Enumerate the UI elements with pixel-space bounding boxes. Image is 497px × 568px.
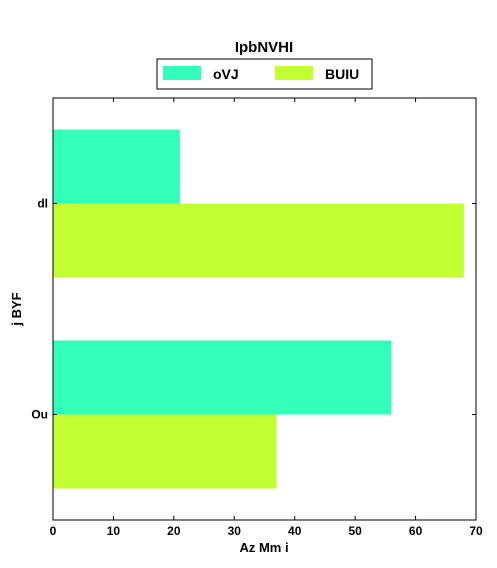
y-tick-label-ou: Ou bbox=[31, 408, 48, 422]
legend-label-ovj: oVJ bbox=[213, 66, 239, 82]
x-tick-label-70: 70 bbox=[469, 524, 483, 538]
legend-swatch-ovj bbox=[163, 66, 201, 80]
plot-frame bbox=[52, 97, 477, 521]
x-tick-label-60: 60 bbox=[409, 524, 423, 538]
bars-group bbox=[53, 129, 464, 489]
bar-buiu-ou bbox=[53, 414, 277, 489]
x-tick-label-20: 20 bbox=[167, 524, 181, 538]
x-tick-label-30: 30 bbox=[228, 524, 242, 538]
legend: oVJ BUIU bbox=[156, 58, 373, 90]
x-tick-label-0: 0 bbox=[50, 524, 57, 538]
x-tick-label-50: 50 bbox=[348, 524, 362, 538]
legend-swatch-buiu bbox=[275, 66, 313, 80]
chart-title: IpbNVHI bbox=[235, 39, 293, 56]
bar-ovj-ou bbox=[53, 340, 392, 415]
y-tick-label-dl: dl bbox=[37, 197, 48, 211]
x-axis-label: Az Mm i bbox=[239, 540, 288, 555]
legend-label-buiu: BUIU bbox=[325, 66, 359, 82]
x-axis-ticks: 0 10 20 30 40 50 60 70 bbox=[50, 98, 483, 538]
bar-ovj-dl bbox=[53, 129, 180, 204]
x-tick-label-40: 40 bbox=[288, 524, 302, 538]
bar-buiu-dl bbox=[53, 203, 464, 278]
y-axis-label: j BYF bbox=[9, 292, 24, 326]
y-axis-ticks: Ou dl bbox=[31, 197, 476, 422]
x-tick-label-10: 10 bbox=[107, 524, 121, 538]
